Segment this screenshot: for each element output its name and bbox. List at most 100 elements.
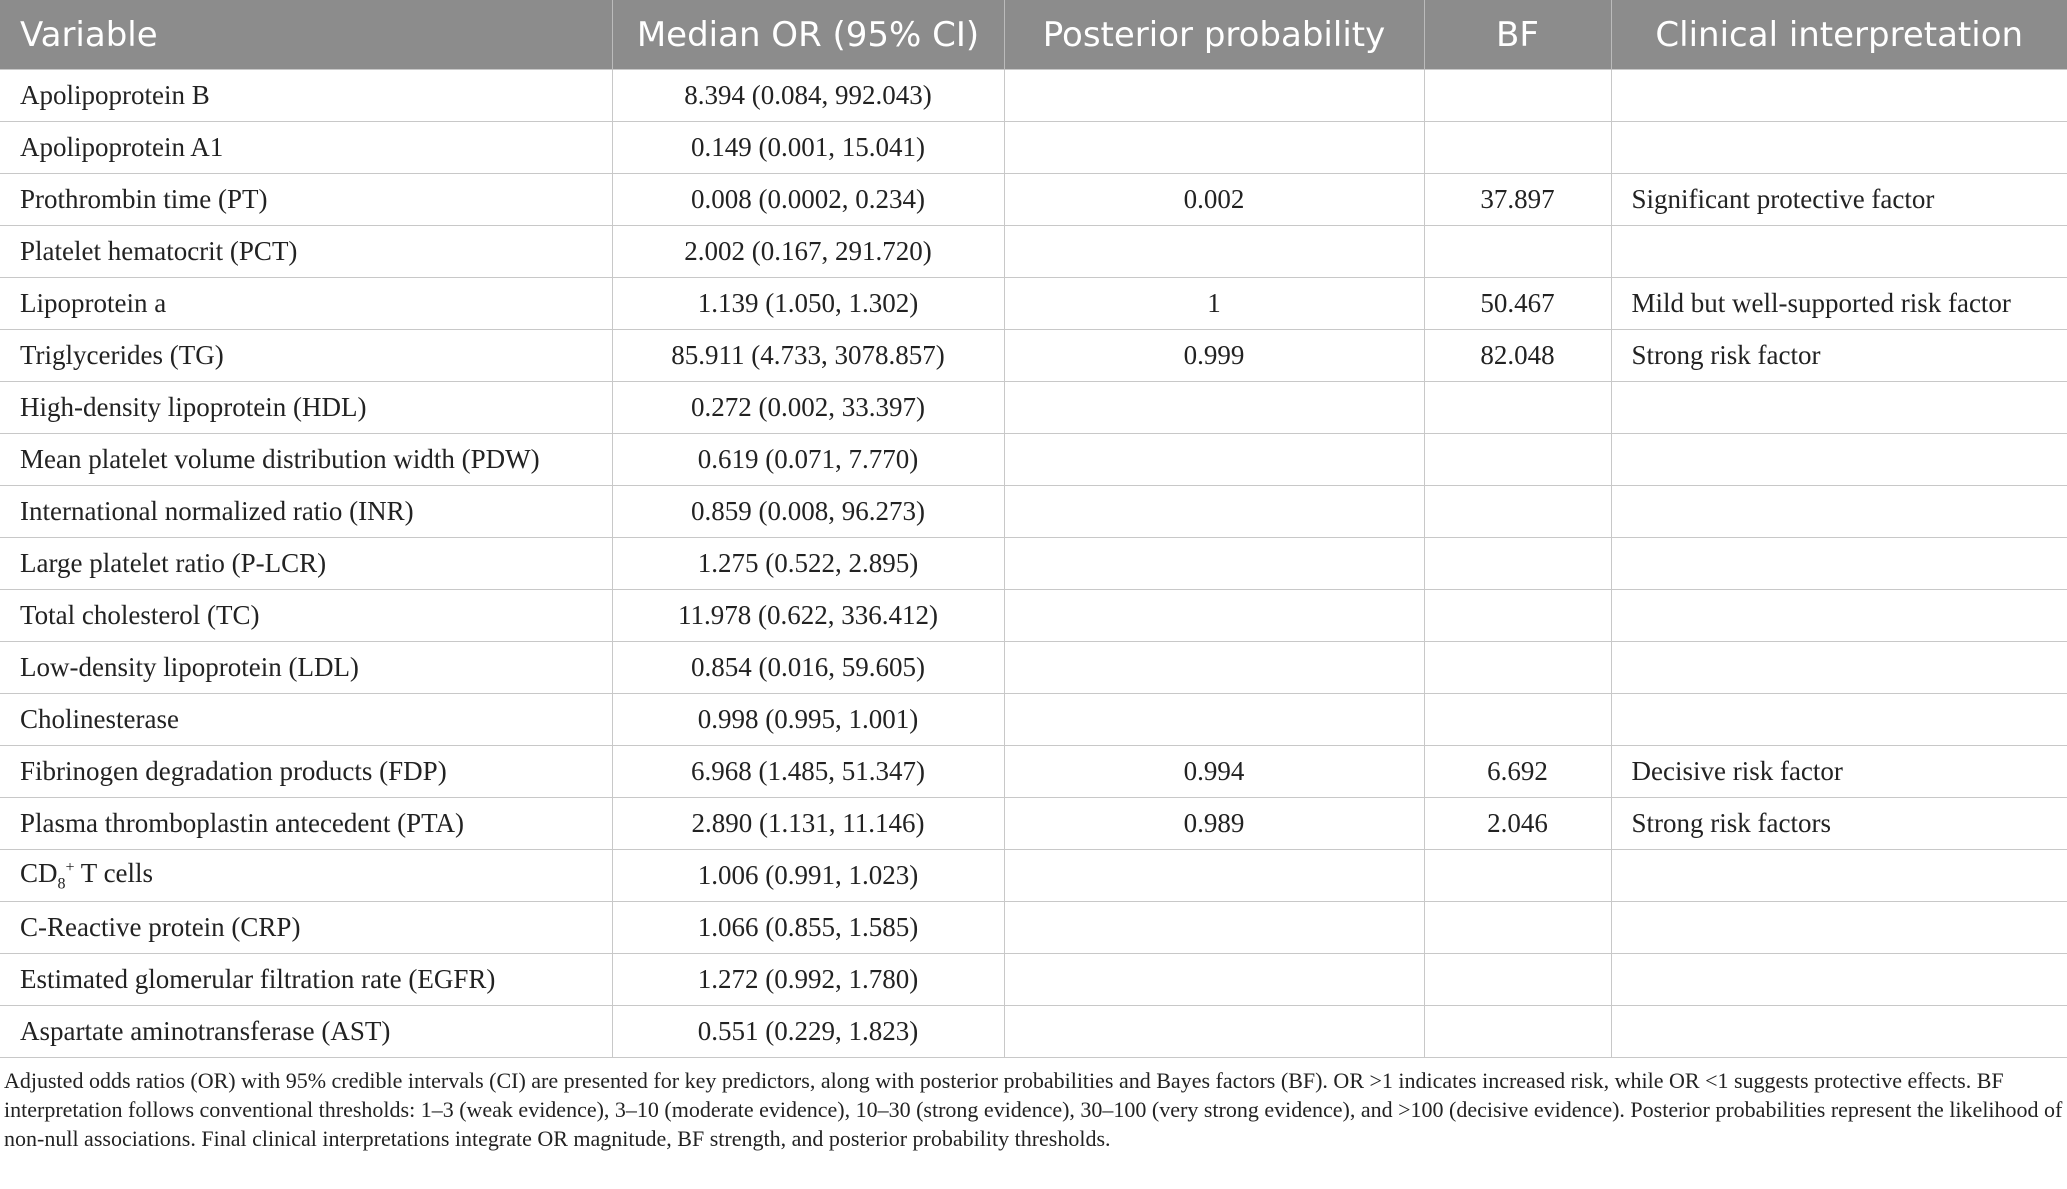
cell: 8.394 (0.084, 992.043) bbox=[611, 69, 1005, 122]
cell: 2.046 bbox=[1423, 797, 1612, 850]
table-row: Plasma thromboplastin antecedent (PTA) 2.… bbox=[0, 797, 2067, 850]
cell: Large platelet ratio (P-LCR) bbox=[0, 537, 613, 590]
empty-cell bbox=[1003, 485, 1425, 538]
empty-cell bbox=[1423, 849, 1612, 902]
cell: Decisive risk factor bbox=[1610, 745, 2067, 798]
cell: 37.897 bbox=[1423, 173, 1612, 226]
cell: Triglycerides (TG) bbox=[0, 329, 613, 382]
empty-cell bbox=[1003, 69, 1425, 122]
empty-cell bbox=[1423, 433, 1612, 486]
empty-cell bbox=[1003, 641, 1425, 694]
empty-cell bbox=[1003, 1005, 1425, 1058]
superscript: + bbox=[65, 858, 75, 876]
empty-cell bbox=[1423, 69, 1612, 122]
cell-text: T cells bbox=[74, 857, 154, 888]
cell: 0.272 (0.002, 33.397) bbox=[611, 381, 1005, 434]
table-row: Triglycerides (TG) 85.911 (4.733, 3078.85… bbox=[0, 329, 2067, 382]
empty-cell bbox=[1610, 485, 2067, 538]
table-row: Low-density lipoprotein (LDL) 0.854 (0.01… bbox=[0, 641, 2067, 694]
cell: 0.149 (0.001, 15.041) bbox=[611, 121, 1005, 174]
empty-cell bbox=[1610, 225, 2067, 278]
cell: Aspartate aminotransferase (AST) bbox=[0, 1005, 613, 1058]
table-header: Variable Median OR (95% CI) Posterior prob… bbox=[0, 0, 2067, 70]
cell: Apolipoprotein A1 bbox=[0, 121, 613, 174]
cell: 85.911 (4.733, 3078.857) bbox=[611, 329, 1005, 382]
empty-cell bbox=[1423, 1005, 1612, 1058]
cell: 1 bbox=[1003, 277, 1425, 330]
cell: Fibrinogen degradation products (FDP) bbox=[0, 745, 613, 798]
cell: Cholinesterase bbox=[0, 693, 613, 746]
empty-cell bbox=[1423, 589, 1612, 642]
empty-cell bbox=[1423, 641, 1612, 694]
cell: Prothrombin time (PT) bbox=[0, 173, 613, 226]
cell: 6.692 bbox=[1423, 745, 1612, 798]
table-row: Large platelet ratio (P-LCR) 1.275 (0.522… bbox=[0, 537, 2067, 590]
empty-cell bbox=[1423, 693, 1612, 746]
cell: 1.006 (0.991, 1.023) bbox=[611, 849, 1005, 902]
cell: 82.048 bbox=[1423, 329, 1612, 382]
table-row: Apolipoprotein B 8.394 (0.084, 992.043) bbox=[0, 69, 2067, 122]
table-row: Fibrinogen degradation products (FDP) 6.9… bbox=[0, 745, 2067, 798]
footnote: Adjusted odds ratios (OR) with 95% credi… bbox=[4, 1068, 2063, 1151]
empty-cell bbox=[1423, 485, 1612, 538]
cell: 0.999 bbox=[1003, 329, 1425, 382]
empty-cell bbox=[1003, 537, 1425, 590]
header-cell: Variable bbox=[0, 0, 612, 70]
table-row: High-density lipoprotein (HDL) 0.272 (0.0… bbox=[0, 381, 2067, 434]
cell: Platelet hematocrit (PCT) bbox=[0, 225, 613, 278]
empty-cell bbox=[1003, 225, 1425, 278]
empty-cell bbox=[1003, 121, 1425, 174]
header-cell: Median OR (95% CI) bbox=[611, 0, 1004, 70]
cell: 0.859 (0.008, 96.273) bbox=[611, 485, 1005, 538]
empty-cell bbox=[1610, 849, 2067, 902]
results-table: Variable Median OR (95% CI) Posterior prob… bbox=[0, 0, 2067, 1058]
empty-cell bbox=[1423, 537, 1612, 590]
empty-cell bbox=[1610, 953, 2067, 1006]
cell: Significant protective factor bbox=[1610, 173, 2067, 226]
empty-cell bbox=[1610, 901, 2067, 954]
cell: CD8+ T cells bbox=[0, 849, 613, 902]
empty-cell bbox=[1423, 901, 1612, 954]
cell: 0.989 bbox=[1003, 797, 1425, 850]
cell: 0.854 (0.016, 59.605) bbox=[611, 641, 1005, 694]
empty-cell bbox=[1610, 381, 2067, 434]
table-row: International normalized ratio (INR) 0.85… bbox=[0, 485, 2067, 538]
empty-cell bbox=[1003, 953, 1425, 1006]
cell: International normalized ratio (INR) bbox=[0, 485, 613, 538]
empty-cell bbox=[1003, 693, 1425, 746]
table-row: Mean platelet volume distribution width … bbox=[0, 433, 2067, 486]
cell: 0.998 (0.995, 1.001) bbox=[611, 693, 1005, 746]
empty-cell bbox=[1003, 849, 1425, 902]
empty-cell bbox=[1003, 901, 1425, 954]
header-row: Variable Median OR (95% CI) Posterior prob… bbox=[0, 0, 2067, 70]
cell: Plasma thromboplastin antecedent (PTA) bbox=[0, 797, 613, 850]
empty-cell bbox=[1423, 121, 1612, 174]
cell: 0.619 (0.071, 7.770) bbox=[611, 433, 1005, 486]
table-row: Total cholesterol (TC) 11.978 (0.622, 336… bbox=[0, 589, 2067, 642]
cell: Estimated glomerular filtration rate (EG… bbox=[0, 953, 613, 1006]
cell: Total cholesterol (TC) bbox=[0, 589, 613, 642]
table-row: Lipoprotein a 1.139 (1.050, 1.302) 1 50.467… bbox=[0, 277, 2067, 330]
table-row: Estimated glomerular filtration rate (EG… bbox=[0, 953, 2067, 1006]
empty-cell bbox=[1610, 433, 2067, 486]
cell: 0.008 (0.0002, 0.234) bbox=[611, 173, 1005, 226]
empty-cell bbox=[1423, 225, 1612, 278]
cell: 0.551 (0.229, 1.823) bbox=[611, 1005, 1005, 1058]
cell: Mild but well-supported risk factor bbox=[1610, 277, 2067, 330]
table-row: Aspartate aminotransferase (AST) 0.551 (0… bbox=[0, 1005, 2067, 1058]
empty-cell bbox=[1003, 433, 1425, 486]
table-row: Platelet hematocrit (PCT) 2.002 (0.167, 2… bbox=[0, 225, 2067, 278]
cell: Lipoprotein a bbox=[0, 277, 613, 330]
cell: 1.272 (0.992, 1.780) bbox=[611, 953, 1005, 1006]
empty-cell bbox=[1610, 1005, 2067, 1058]
cell: Mean platelet volume distribution width … bbox=[0, 433, 613, 486]
empty-cell bbox=[1610, 641, 2067, 694]
cell: 2.002 (0.167, 291.720) bbox=[611, 225, 1005, 278]
cell: Low-density lipoprotein (LDL) bbox=[0, 641, 613, 694]
cell: 11.978 (0.622, 336.412) bbox=[611, 589, 1005, 642]
table-row: CD8+ T cells 1.006 (0.991, 1.023) bbox=[0, 849, 2067, 902]
empty-cell bbox=[1003, 589, 1425, 642]
cell: 1.139 (1.050, 1.302) bbox=[611, 277, 1005, 330]
